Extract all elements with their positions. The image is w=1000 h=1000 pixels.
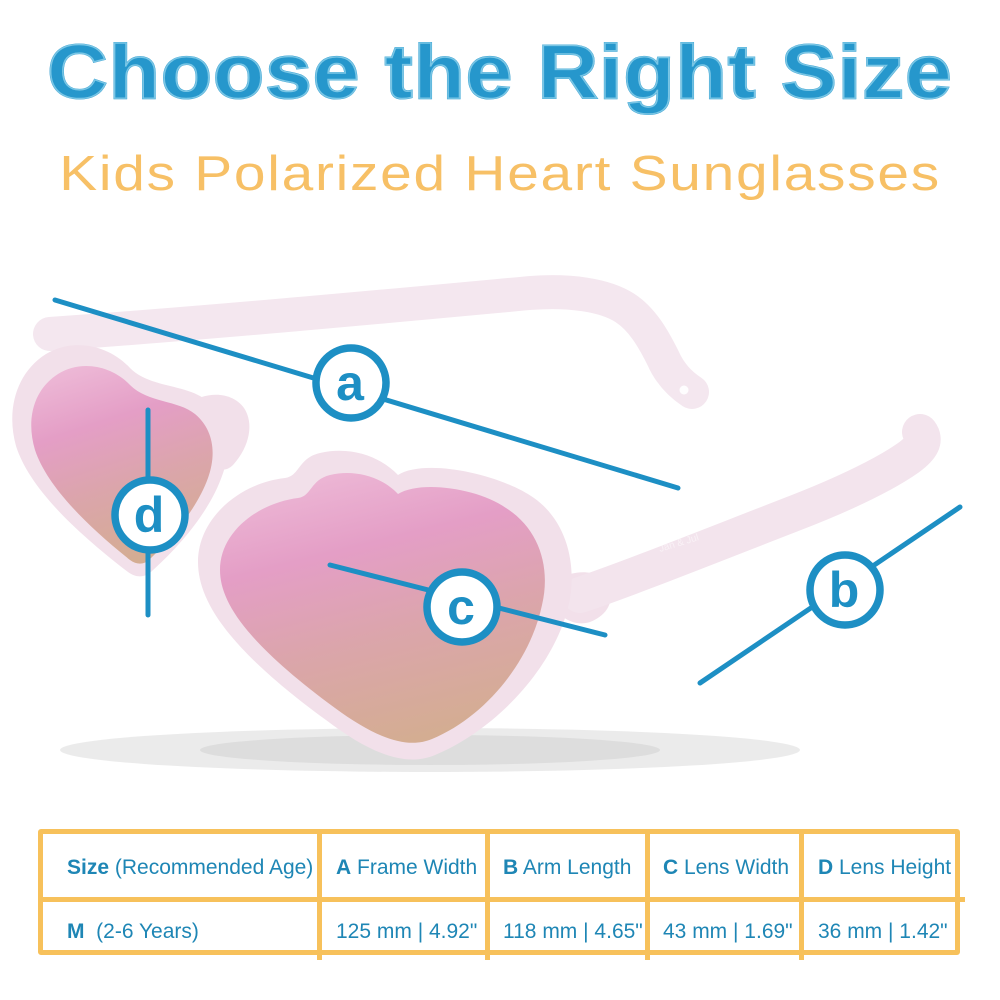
svg-text:Choose the Right Size: Choose the Right Size [47,30,952,115]
svg-text:d: d [134,487,165,543]
svg-text:b: b [829,562,860,618]
svg-text:c: c [447,579,475,635]
svg-text:a: a [336,355,365,411]
